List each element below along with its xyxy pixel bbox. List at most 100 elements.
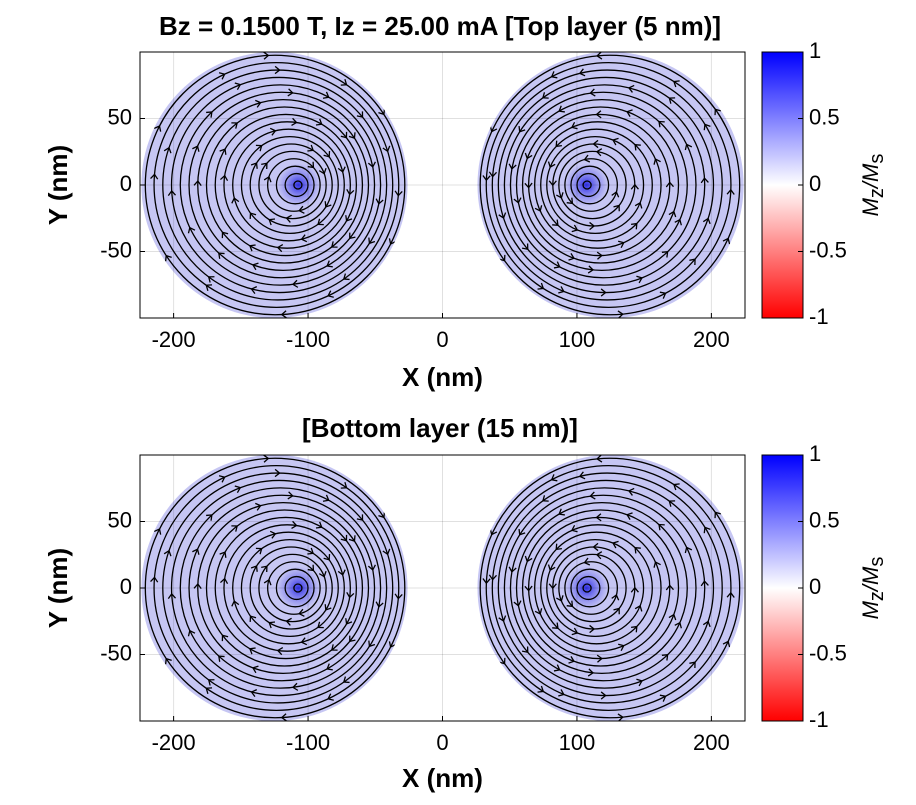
stream-arrow xyxy=(382,548,391,556)
stream-arrow xyxy=(673,80,680,88)
streamline xyxy=(170,479,388,697)
streamline xyxy=(258,150,327,220)
stream-arrow xyxy=(552,622,559,630)
stream-arrow xyxy=(626,512,633,520)
streamline xyxy=(214,516,358,660)
streamline xyxy=(540,531,653,645)
stream-arrow xyxy=(255,502,262,511)
streamline xyxy=(267,561,321,615)
stream-arrow xyxy=(589,221,596,231)
stream-arrow xyxy=(618,240,625,249)
stream-arrow xyxy=(193,582,202,590)
stream-arrow xyxy=(378,108,386,116)
colorbar-label-part: s xyxy=(866,154,888,164)
stream-arrow xyxy=(291,682,299,691)
stream-arrow xyxy=(553,664,561,672)
stream-arrow xyxy=(700,177,709,184)
stream-arrow xyxy=(307,564,315,572)
stream-arrow xyxy=(587,668,595,677)
stream-arrow xyxy=(596,654,603,663)
colorbar-label-part: s xyxy=(866,557,888,567)
stream-arrow xyxy=(589,491,596,500)
stream-arrow xyxy=(164,254,172,262)
stream-arrow xyxy=(263,578,272,586)
stream-arrow xyxy=(315,521,323,529)
stream-arrow xyxy=(337,569,346,576)
stream-arrow xyxy=(658,523,665,531)
plot-area xyxy=(140,52,745,318)
stream-arrow xyxy=(703,526,711,534)
stream-arrow xyxy=(595,110,602,119)
stream-arrow xyxy=(346,189,355,196)
streamline xyxy=(582,583,592,593)
colorbar-label-part: z xyxy=(866,591,888,601)
stream-arrow xyxy=(596,455,603,463)
streamline xyxy=(249,546,333,630)
stream-arrow xyxy=(356,111,364,118)
stream-arrow xyxy=(524,152,533,160)
stream-arrow xyxy=(726,591,735,598)
x-tick-label: 0 xyxy=(436,327,448,352)
colorbar-label: Mz/Ms xyxy=(858,154,888,217)
streamline xyxy=(576,172,601,198)
stream-arrow xyxy=(150,576,159,583)
stream-arrow xyxy=(324,201,332,208)
stream-arrow xyxy=(192,145,200,152)
stream-arrow xyxy=(231,122,238,129)
colorbar xyxy=(761,454,804,722)
stream-arrow xyxy=(340,534,348,542)
streamline xyxy=(534,121,662,249)
stream-arrow xyxy=(291,117,298,126)
stream-arrow xyxy=(285,617,292,626)
stream-arrow xyxy=(287,88,294,97)
stream-arrow xyxy=(558,689,565,697)
streamline xyxy=(503,487,706,689)
stream-arrow xyxy=(613,607,620,615)
stream-arrow xyxy=(231,600,240,607)
stream-arrow xyxy=(668,210,677,218)
stream-arrow xyxy=(307,547,314,555)
y-axis-label: Y (nm) xyxy=(43,145,73,225)
stream-arrow xyxy=(163,146,172,154)
colorbar xyxy=(761,51,804,319)
streamlines xyxy=(477,455,744,721)
stream-arrow xyxy=(589,88,596,97)
stream-arrow xyxy=(207,679,215,686)
stream-arrow xyxy=(689,661,696,668)
stream-arrow xyxy=(322,494,330,502)
streamline xyxy=(509,91,697,279)
stream-arrow xyxy=(627,84,635,93)
stream-arrow xyxy=(356,514,364,521)
streamline xyxy=(534,524,662,652)
streamline xyxy=(205,509,364,667)
streamline xyxy=(293,180,303,190)
streamline xyxy=(546,538,645,638)
colorbar-label-part: z xyxy=(866,188,888,198)
streamline xyxy=(558,553,627,623)
streamlines xyxy=(477,52,744,318)
stream-arrow xyxy=(163,549,172,557)
x-tick-label: 200 xyxy=(693,327,730,352)
stream-arrow xyxy=(566,600,574,608)
stream-arrow xyxy=(274,468,281,478)
streamline xyxy=(170,76,388,294)
stream-arrow xyxy=(345,618,353,625)
colorbar-label-part: M xyxy=(858,600,883,619)
stream-arrow xyxy=(547,564,556,572)
stream-arrow xyxy=(268,621,276,629)
streamline xyxy=(144,54,406,316)
y-tick-label: 0 xyxy=(120,171,132,196)
streamline xyxy=(275,568,315,608)
stream-arrow xyxy=(280,713,287,721)
stream-arrow xyxy=(600,288,607,297)
stream-arrow xyxy=(668,613,677,621)
stream-arrow xyxy=(612,540,619,549)
axes-frame xyxy=(139,51,746,319)
streamline xyxy=(232,531,345,645)
stream-arrow xyxy=(612,137,619,146)
stream-arrow xyxy=(556,595,564,602)
streamline xyxy=(162,69,394,301)
stream-arrow xyxy=(268,218,276,226)
stream-arrow xyxy=(249,244,256,252)
streamline xyxy=(197,98,370,272)
